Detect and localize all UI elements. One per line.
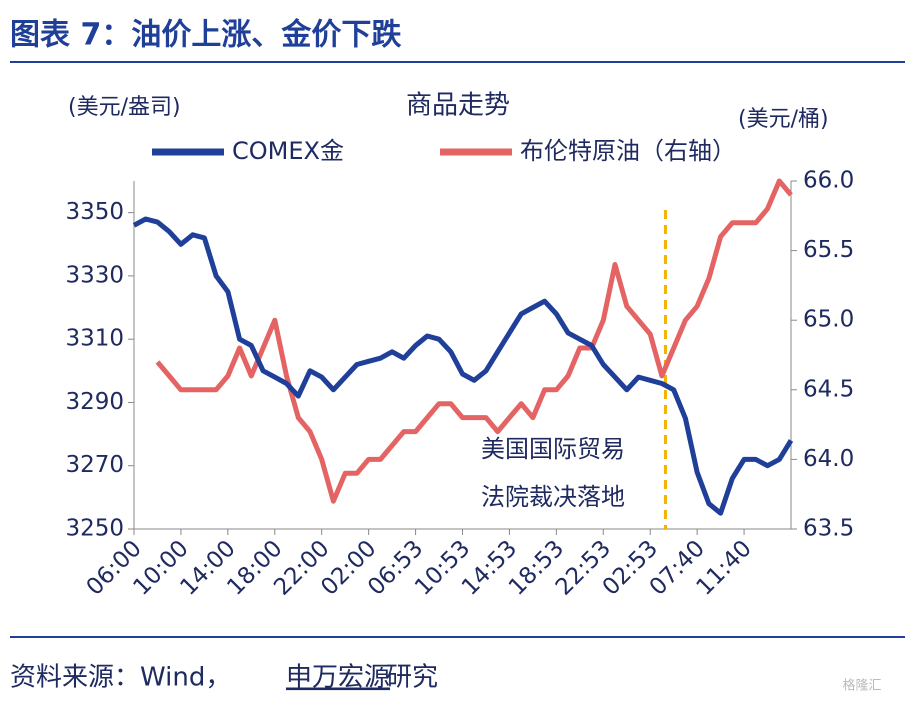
y-tick-label: 3350: [65, 199, 124, 225]
y2-label: (美元/桶): [738, 107, 829, 132]
y2-tick-label: 64.0: [803, 446, 854, 472]
watermark: 格隆汇: [842, 678, 881, 694]
series-line: [155, 178, 793, 504]
legend-label: COMEX金: [232, 137, 344, 165]
y2-tick-label: 64.5: [803, 376, 854, 402]
legend-label: 布伦特原油（右轴）: [520, 137, 736, 165]
y-tick-label: 3250: [65, 516, 124, 542]
source-org: 申万宏源: [286, 663, 390, 693]
x-tick-label: 11:40: [692, 535, 757, 600]
y-tick-label: 3290: [65, 389, 124, 415]
source-suffix: 研究: [386, 663, 438, 693]
y-tick-label: 3330: [65, 262, 124, 288]
y2-tick-label: 66.0: [803, 168, 854, 194]
y2-tick-label: 65.5: [803, 237, 854, 263]
y2-tick-label: 65.0: [803, 307, 854, 333]
y-label: (美元/盎司): [68, 95, 181, 120]
annotation: 美国国际贸易: [481, 435, 625, 463]
source: 资料来源：Wind，: [10, 663, 231, 693]
series-line: [132, 216, 794, 516]
y-tick-label: 3270: [65, 452, 124, 478]
page-title: 图表 7：油价上涨、金价下跌: [10, 18, 401, 53]
y-tick-label: 3310: [65, 326, 124, 352]
y2-tick-label: 63.5: [803, 516, 854, 542]
chart-title: 商品走势: [406, 91, 510, 121]
annotation: 法院裁决落地: [481, 483, 625, 511]
